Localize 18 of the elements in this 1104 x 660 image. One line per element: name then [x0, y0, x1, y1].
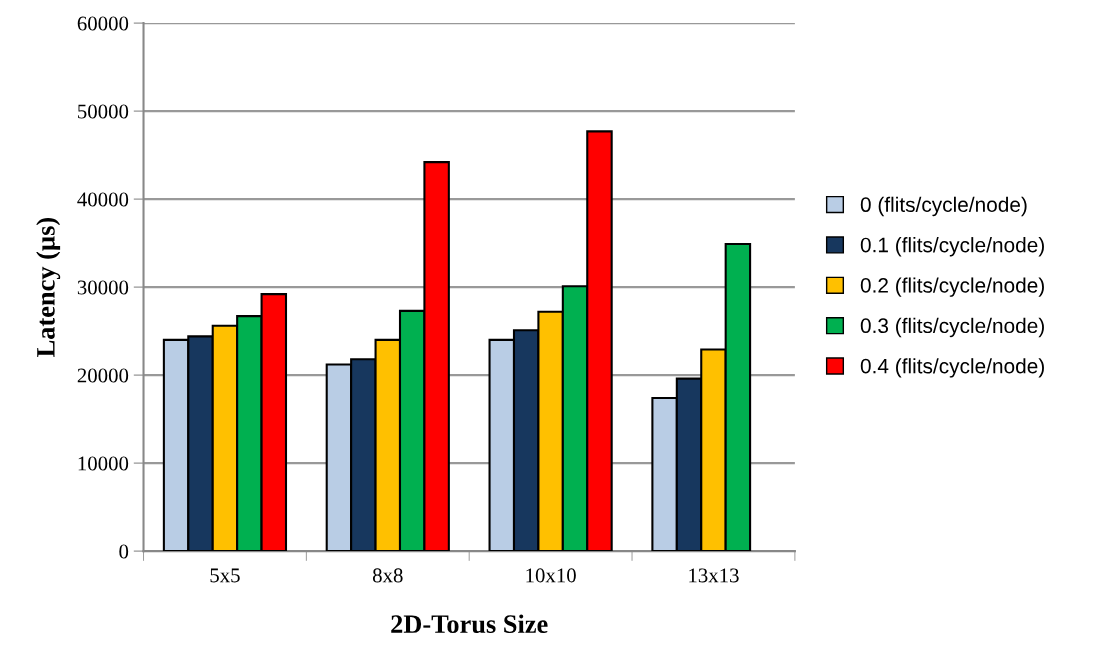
legend-label: 0.3 (flits/cycle/node): [860, 317, 1044, 338]
legend-label: 0.2 (flits/cycle/node): [860, 277, 1044, 297]
y-tick-label: 50000: [78, 104, 129, 119]
legend-label: 0.4 (flits/cycle/node): [860, 358, 1044, 378]
y-tick-label: 30000: [77, 280, 129, 295]
y-axis-title: Latency (µs): [36, 218, 61, 357]
y-tick-label: 20000: [77, 368, 129, 383]
y-tick-label: 60000: [77, 16, 129, 31]
x-tick-label: 10x10: [526, 568, 576, 583]
y-tick-label: 40000: [77, 192, 129, 207]
x-tick-label: 8x8: [372, 568, 403, 583]
x-tick-label: 5x5: [210, 568, 240, 583]
legend-label: 0.1 (flits/cycle/node): [860, 237, 1044, 257]
y-tick-label: 10000: [78, 456, 129, 471]
x-axis-title: 2D-Torus Size: [391, 614, 548, 634]
y-tick-label: 0: [119, 544, 129, 559]
legend-label: 0 (flits/cycle/node): [860, 196, 1027, 217]
x-tick-label: 13x13: [689, 568, 739, 583]
